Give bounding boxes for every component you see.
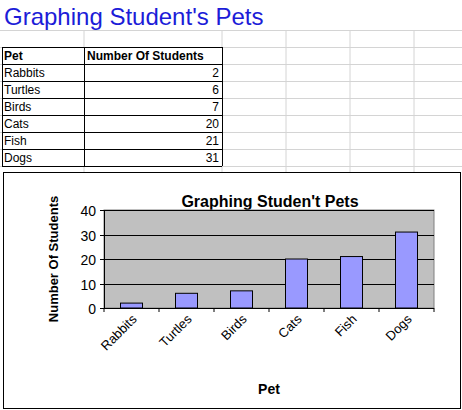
page: Graphing Student's Pets Pet Number Of Stud… (0, 0, 462, 410)
table-border (2, 132, 222, 133)
x-tick-label: Cats (275, 311, 305, 341)
bar (286, 259, 308, 308)
table-cell: 7 (212, 100, 219, 114)
y-tick-label: 30 (80, 228, 96, 244)
x-tick-label: Rabbits (98, 311, 140, 353)
x-tick-label: Fish (332, 312, 360, 340)
table-border (2, 98, 222, 99)
sheet-row-line (0, 30, 462, 31)
table-header: Pet (4, 49, 23, 63)
y-tick (100, 284, 104, 285)
chart: Graphing Studen't Pets 0 10 20 30 40 Rabbits Tu… (4, 173, 461, 409)
sheet-row-line (0, 81, 462, 82)
y-axis (104, 210, 105, 308)
x-tick (269, 308, 270, 312)
table-border (222, 47, 223, 166)
x-tick (159, 308, 160, 312)
grid-line (104, 235, 434, 236)
table-header: Number Of Students (87, 49, 204, 63)
x-axis-label: Pet (258, 381, 280, 397)
x-tick-label: Dogs (383, 311, 415, 343)
grid-line (104, 259, 434, 260)
plot-area (104, 210, 434, 308)
y-tick (100, 235, 104, 236)
x-tick (434, 308, 435, 312)
chart-title: Graphing Studen't Pets (181, 193, 358, 210)
bar (121, 303, 143, 308)
table-cell: 6 (212, 83, 219, 97)
table-cell: Dogs (4, 151, 32, 165)
x-tick-label: Turtles (156, 311, 195, 350)
y-tick-label: 0 (88, 301, 96, 317)
sheet-row-line (0, 115, 462, 116)
bars (121, 232, 418, 308)
x-tick (104, 308, 105, 312)
table-border (2, 149, 222, 150)
sheet-row-line (0, 166, 462, 167)
sheet-row-line (0, 47, 462, 48)
y-tick (100, 259, 104, 260)
table-border (2, 47, 3, 166)
table-cell: 20 (206, 117, 220, 131)
table-border (84, 47, 85, 166)
sheet-row-line (0, 149, 462, 150)
y-tick-label: 10 (80, 277, 96, 293)
page-title: Graphing Student's Pets (4, 3, 263, 30)
sheet-col-line (286, 30, 287, 172)
chart-frame (4, 173, 461, 409)
sheet-row-line (0, 64, 462, 65)
y-tick (100, 210, 104, 211)
x-tick (324, 308, 325, 312)
table-cell: 21 (206, 134, 220, 148)
bar (396, 232, 418, 308)
y-tick-label: 20 (80, 252, 96, 268)
table-cell: Rabbits (4, 66, 45, 80)
sheet-col-line (414, 30, 415, 172)
x-tick-label: Birds (218, 311, 250, 343)
table-bg (2, 47, 222, 166)
sheet-row-line (0, 132, 462, 133)
bar (231, 291, 253, 308)
bar (341, 257, 363, 308)
bar (176, 293, 198, 308)
sheet-col-line (350, 30, 351, 172)
x-tick (379, 308, 380, 312)
grid-line (104, 284, 434, 285)
grid-line (104, 210, 434, 211)
table-border (2, 166, 222, 167)
table-border (2, 115, 222, 116)
table-border (2, 47, 222, 48)
table-border (2, 81, 222, 82)
table-cell: 31 (206, 151, 220, 165)
x-tick (214, 308, 215, 312)
table-cell: Fish (4, 134, 27, 148)
table-cell: 2 (212, 66, 219, 80)
table-cell: Birds (4, 100, 31, 114)
y-tick (100, 308, 104, 309)
sheet-row-line (0, 98, 462, 99)
y-axis-label: Number Of Students (46, 196, 61, 322)
table: Pet Number Of Students Rabbits 2 Turtles 6 Bir… (2, 47, 223, 167)
table-cell: Turtles (4, 83, 40, 97)
y-tick-label: 40 (80, 203, 96, 219)
sheet-grid (0, 30, 462, 172)
table-cell: Cats (4, 117, 29, 131)
table-border (2, 64, 222, 65)
